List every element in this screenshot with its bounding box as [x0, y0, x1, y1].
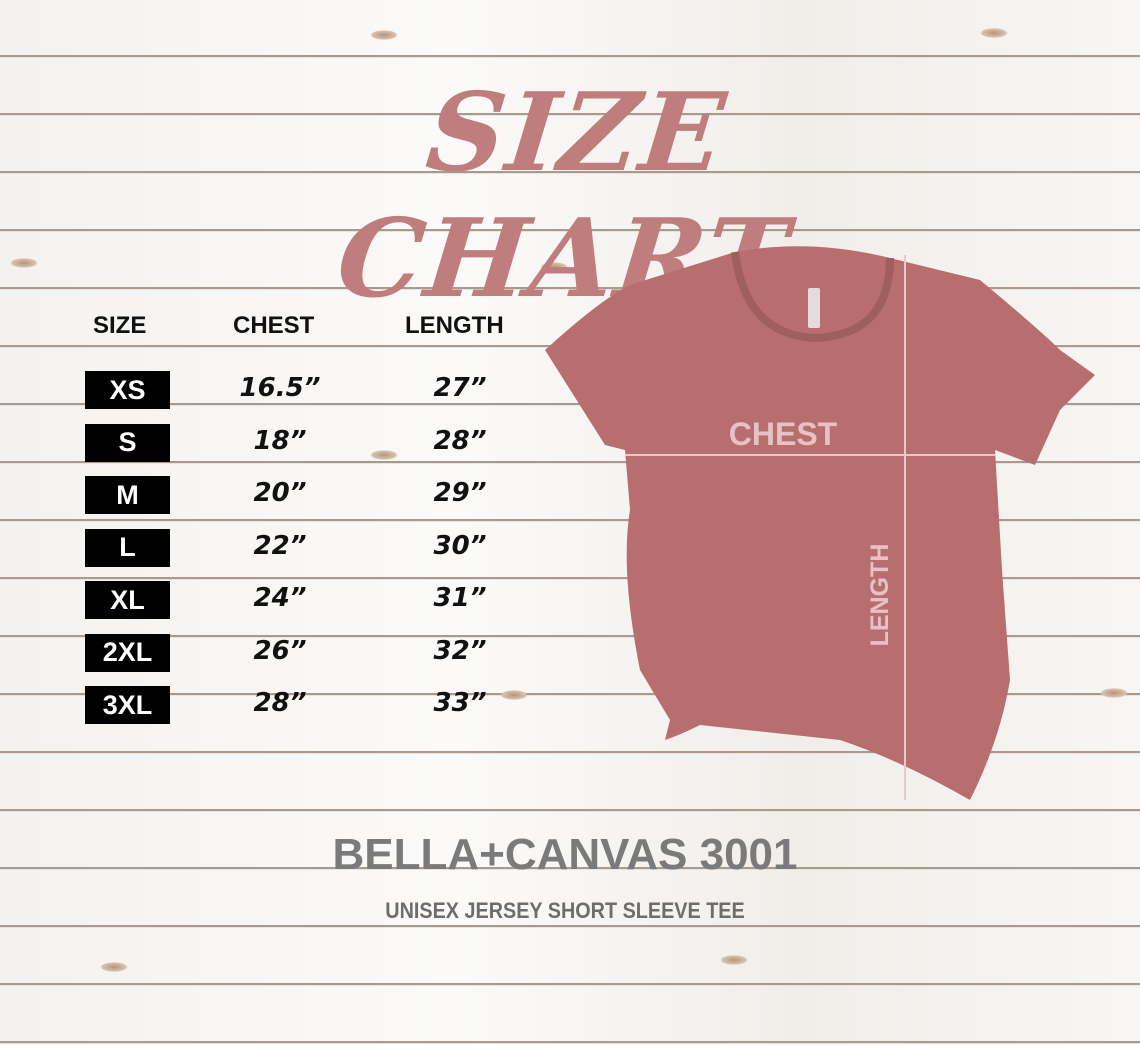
wood-knot — [1100, 688, 1128, 698]
size-label: 2XL — [85, 633, 170, 672]
size-label: M — [85, 476, 170, 514]
header-chest: CHEST — [233, 312, 315, 339]
chest-value: 20” — [253, 478, 307, 508]
size-label: S — [85, 423, 170, 462]
length-value: 33” — [433, 688, 487, 718]
chest-value: 26” — [253, 635, 307, 666]
wood-knot — [370, 450, 398, 460]
chest-value: 28” — [253, 688, 307, 718]
wood-knot — [500, 690, 528, 700]
brand-name: BELLA+CANVAS 3001 — [332, 830, 798, 879]
product-subtitle: UNISEX JERSEY SHORT SLEEVE TEE — [385, 898, 745, 923]
header-length: LENGTH — [405, 312, 504, 339]
tshirt-body — [545, 246, 1095, 800]
header-size: SIZE — [93, 312, 147, 339]
length-value: 31” — [433, 583, 487, 613]
chest-value: 22” — [253, 530, 307, 561]
wood-knot — [100, 962, 128, 972]
length-value: 32” — [433, 635, 487, 666]
size-label: L — [85, 528, 170, 567]
length-value: 28” — [433, 425, 487, 456]
chest-label: CHEST — [729, 416, 838, 452]
length-label: LENGTH — [866, 544, 894, 647]
size-label: 3XL — [85, 686, 170, 724]
chest-value: 16.5” — [239, 373, 321, 403]
tshirt-illustration: CHEST LENGTH — [545, 246, 1095, 800]
wood-knot — [980, 28, 1008, 38]
size-label: XL — [85, 581, 170, 619]
length-value: 29” — [433, 478, 487, 508]
chest-value: 24” — [253, 583, 307, 613]
tshirt-tag — [808, 288, 820, 328]
tshirt-collar — [731, 251, 894, 343]
wood-knot — [720, 955, 748, 965]
wood-knot — [370, 30, 398, 40]
length-value: 30” — [433, 530, 487, 561]
size-label: XS — [85, 371, 170, 409]
wood-knot — [540, 262, 568, 272]
length-value: 27” — [433, 373, 487, 403]
chest-value: 18” — [253, 425, 307, 456]
wood-knot — [10, 258, 38, 268]
